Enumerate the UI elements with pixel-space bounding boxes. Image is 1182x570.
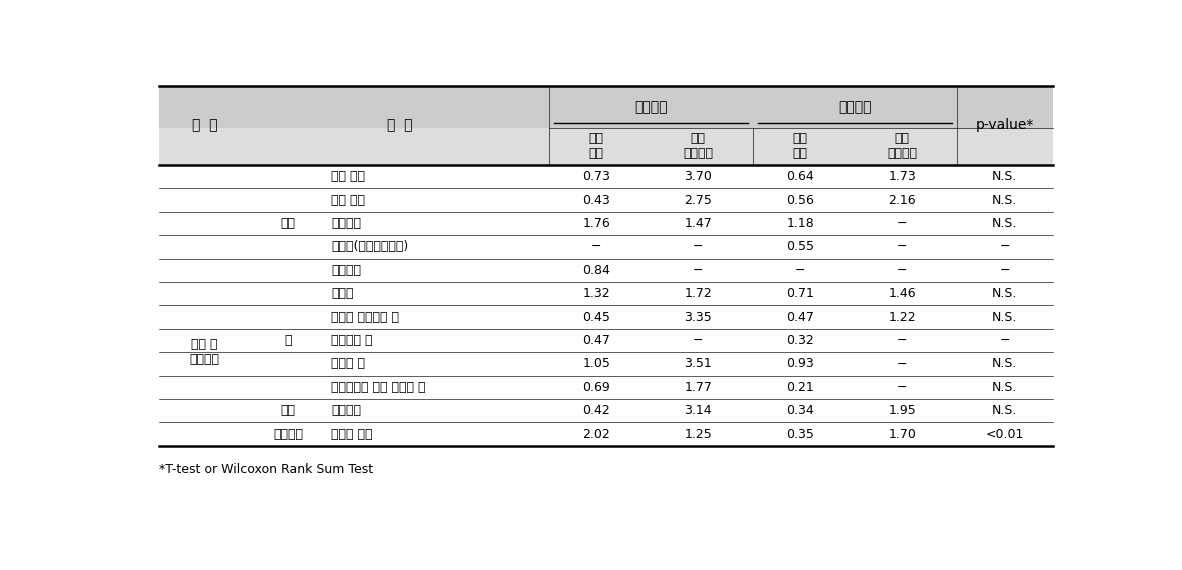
Text: N.S.: N.S.	[992, 194, 1018, 206]
Text: 항  목: 항 목	[191, 119, 217, 132]
Text: 기하
표준편차: 기하 표준편차	[683, 132, 713, 160]
Text: p-value*: p-value*	[975, 119, 1034, 132]
Text: 기하
표준편차: 기하 표준편차	[888, 132, 917, 160]
Text: 유리섬유: 유리섬유	[331, 217, 362, 230]
Bar	[158, 128, 1053, 165]
Text: 0.35: 0.35	[786, 428, 814, 441]
Text: 1.73: 1.73	[889, 170, 916, 183]
Text: −: −	[1000, 241, 1011, 254]
Text: 1.95: 1.95	[889, 404, 916, 417]
Text: 0.56: 0.56	[786, 194, 814, 206]
Text: 기타: 기타	[280, 404, 296, 417]
Text: −: −	[591, 241, 602, 254]
Text: 먼지: 먼지	[280, 217, 296, 230]
Text: 1.76: 1.76	[583, 217, 610, 230]
Text: 대조지역: 대조지역	[838, 100, 871, 114]
Text: 1.32: 1.32	[583, 287, 610, 300]
Text: 0.43: 0.43	[583, 194, 610, 206]
Text: 기하
평균: 기하 평균	[589, 132, 604, 160]
Text: 0.45: 0.45	[583, 311, 610, 324]
Text: 1.05: 1.05	[583, 357, 610, 370]
Text: 1.72: 1.72	[684, 287, 713, 300]
Text: 3.51: 3.51	[684, 357, 713, 370]
Text: 프라스틱 휘: 프라스틱 휘	[331, 334, 374, 347]
Text: 유기용제: 유기용제	[331, 404, 362, 417]
Text: <0.01: <0.01	[986, 428, 1024, 441]
Text: 납낙과 플럭스의 휘: 납낙과 플럭스의 휘	[331, 311, 400, 324]
Text: 0.47: 0.47	[583, 334, 610, 347]
Bar	[158, 86, 1053, 128]
Text: N.S.: N.S.	[992, 357, 1018, 370]
Text: 광산먹지: 광산먹지	[331, 264, 362, 277]
Text: −: −	[693, 334, 703, 347]
Text: 가솔린이나 디젤 연료의 휘: 가솔린이나 디젤 연료의 휘	[331, 381, 426, 394]
Text: 0.71: 0.71	[786, 287, 814, 300]
Text: −: −	[693, 264, 703, 277]
Text: 1.47: 1.47	[684, 217, 713, 230]
Text: −: −	[897, 334, 908, 347]
Text: −: −	[795, 264, 806, 277]
Text: 0.21: 0.21	[786, 381, 814, 394]
Text: −: −	[897, 264, 908, 277]
Text: 0.34: 0.34	[786, 404, 814, 417]
Text: −: −	[1000, 334, 1011, 347]
Text: −: −	[693, 241, 703, 254]
Text: 본드나 레진: 본드나 레진	[331, 428, 374, 441]
Text: 직장 내
물질노출: 직장 내 물질노출	[189, 338, 220, 366]
Text: 0.32: 0.32	[786, 334, 814, 347]
Text: 1.22: 1.22	[889, 311, 916, 324]
Text: N.S.: N.S.	[992, 217, 1018, 230]
Text: 1.46: 1.46	[889, 287, 916, 300]
Text: 기하
평균: 기하 평균	[793, 132, 807, 160]
Text: N.S.: N.S.	[992, 311, 1018, 324]
Text: *T-test or Wilcoxon Rank Sum Test: *T-test or Wilcoxon Rank Sum Test	[158, 463, 372, 477]
Text: 2.75: 2.75	[684, 194, 713, 206]
Text: 3.14: 3.14	[684, 404, 712, 417]
Text: −: −	[897, 217, 908, 230]
Text: 도로 먹지: 도로 먹지	[331, 194, 365, 206]
Text: 실리카(샌드블라스팅): 실리카(샌드블라스팅)	[331, 241, 409, 254]
Text: −: −	[897, 241, 908, 254]
Text: −: −	[897, 381, 908, 394]
Text: N.S.: N.S.	[992, 381, 1018, 394]
Text: 흄: 흄	[285, 334, 292, 347]
Text: 3.35: 3.35	[684, 311, 713, 324]
Text: N.S.: N.S.	[992, 404, 1018, 417]
Text: 톱밥 먹지: 톱밥 먹지	[331, 170, 365, 183]
Text: 0.42: 0.42	[583, 404, 610, 417]
Text: 페인트 휘: 페인트 휘	[331, 357, 365, 370]
Text: −: −	[897, 357, 908, 370]
Text: 0.84: 0.84	[583, 264, 610, 277]
Text: 0.73: 0.73	[583, 170, 610, 183]
Text: 2.02: 2.02	[583, 428, 610, 441]
Text: 2.16: 2.16	[889, 194, 916, 206]
Text: 0.93: 0.93	[786, 357, 814, 370]
Text: 1.18: 1.18	[786, 217, 814, 230]
Text: 0.69: 0.69	[583, 381, 610, 394]
Text: 1.77: 1.77	[684, 381, 713, 394]
Text: −: −	[1000, 264, 1011, 277]
Text: 0.55: 0.55	[786, 241, 814, 254]
Text: 화학물질: 화학물질	[273, 428, 303, 441]
Text: 구  분: 구 분	[387, 119, 413, 132]
Text: 1.70: 1.70	[889, 428, 916, 441]
Text: 0.64: 0.64	[786, 170, 814, 183]
Text: 0.47: 0.47	[786, 311, 814, 324]
Text: N.S.: N.S.	[992, 170, 1018, 183]
Text: 노출지역: 노출지역	[635, 100, 668, 114]
Text: N.S.: N.S.	[992, 287, 1018, 300]
Text: 3.70: 3.70	[684, 170, 713, 183]
Text: 1.25: 1.25	[684, 428, 713, 441]
Text: 용접휘: 용접휘	[331, 287, 353, 300]
